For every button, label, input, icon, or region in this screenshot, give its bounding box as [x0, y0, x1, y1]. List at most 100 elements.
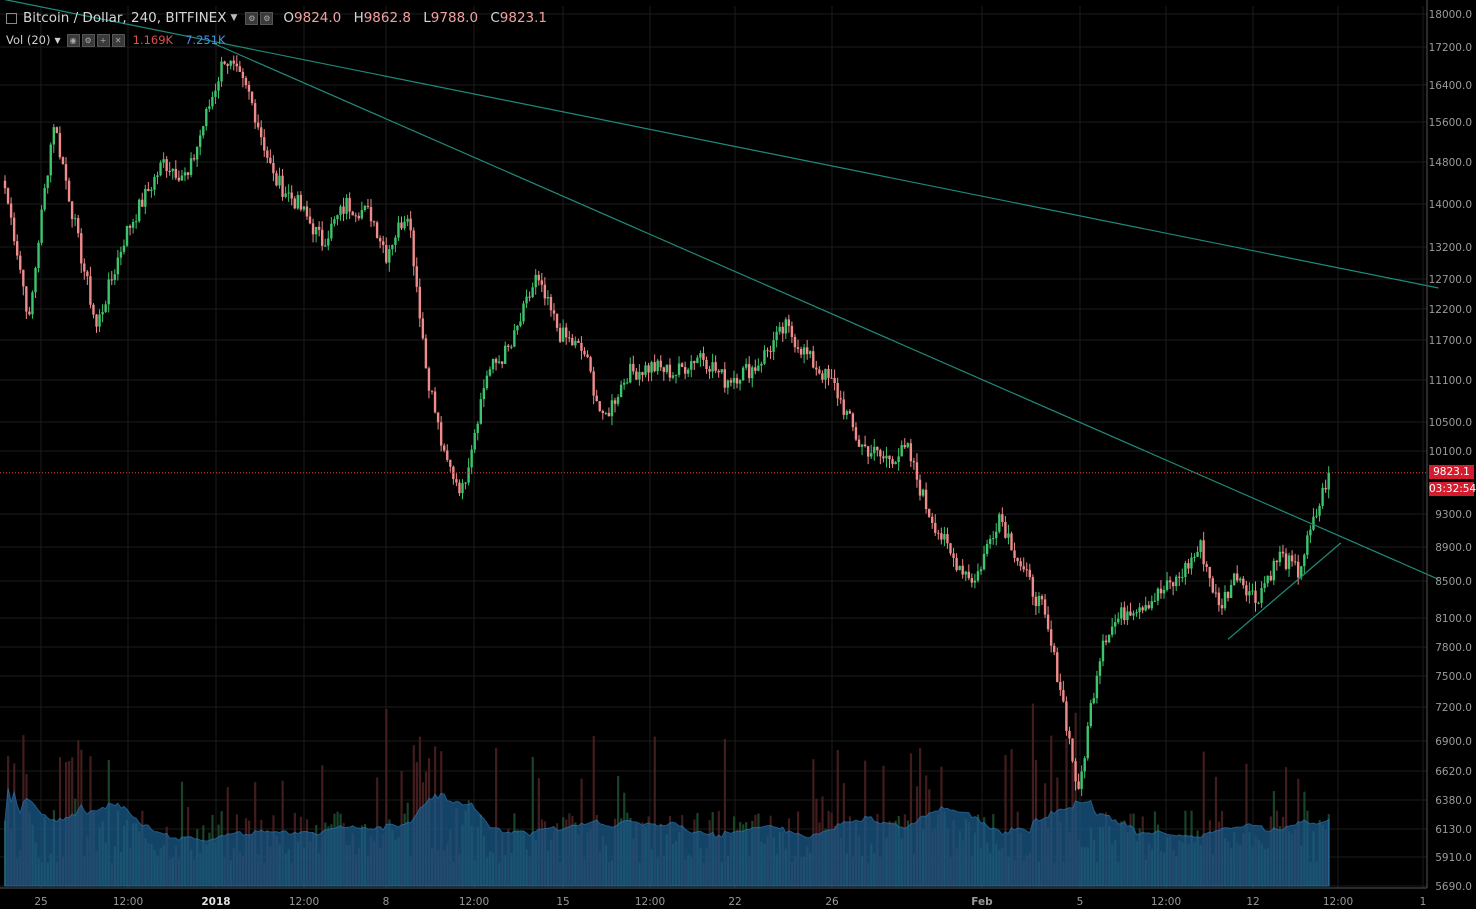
- symbol-title[interactable]: Bitcoin / Dollar, 240, BITFINEX: [23, 10, 227, 26]
- eye-icon[interactable]: ◉: [66, 33, 80, 47]
- candle-body: [461, 483, 464, 494]
- candle-body: [982, 553, 986, 570]
- candle-body: [375, 222, 379, 238]
- candle-body: [421, 318, 425, 339]
- settings-icon[interactable]: ⚙: [245, 11, 259, 25]
- candle-body: [985, 544, 989, 554]
- ohlc-readout: O9824.0 H9862.8 L9788.0 C9823.1: [283, 10, 555, 26]
- candle-body: [217, 81, 220, 91]
- candle-body: [824, 368, 827, 380]
- candle-body: [247, 84, 251, 92]
- candle-body: [397, 222, 400, 238]
- candle-body: [894, 462, 897, 465]
- y-tick-label: 14000.0: [1429, 199, 1472, 211]
- candle-body: [141, 199, 144, 207]
- candle-body: [138, 199, 141, 222]
- candle-body: [1229, 584, 1233, 598]
- candle-body: [467, 467, 470, 483]
- y-tick-label: 11100.0: [1429, 375, 1472, 387]
- candle-body: [741, 367, 745, 381]
- candle-body: [1171, 582, 1175, 587]
- settings-icon[interactable]: ⚙: [81, 33, 95, 47]
- candle-body: [1132, 613, 1135, 616]
- candle-body: [674, 374, 678, 376]
- candle-body: [1315, 515, 1318, 517]
- candle-body: [708, 368, 711, 372]
- chevron-down-icon[interactable]: ▼: [230, 13, 238, 23]
- candle-body: [3, 180, 7, 189]
- candle-body: [668, 364, 672, 378]
- x-tick-label: 12:00: [459, 896, 489, 908]
- candle-body: [818, 369, 821, 374]
- candle-body: [995, 531, 998, 539]
- gear-icon[interactable]: ⚙: [260, 11, 274, 25]
- candle-body: [1089, 703, 1092, 727]
- candle-body: [531, 287, 534, 298]
- add-icon[interactable]: +: [96, 33, 110, 47]
- candle-body: [1135, 612, 1138, 614]
- candle-body: [735, 378, 739, 384]
- candle-body: [333, 219, 336, 224]
- candle-body: [616, 397, 620, 404]
- volume-label[interactable]: Vol (20): [6, 33, 51, 47]
- candle-body: [220, 61, 223, 82]
- candle-body: [870, 453, 873, 457]
- candle-body: [1098, 661, 1102, 676]
- candle-body: [256, 122, 260, 128]
- candle-body: [650, 362, 653, 373]
- candle-body: [653, 362, 656, 372]
- candle-body: [424, 338, 428, 369]
- candle-body: [607, 412, 611, 417]
- symbol-header: Bitcoin / Dollar, 240, BITFINEX ▼ ⚙ ⚙ O9…: [0, 8, 555, 28]
- candle-body: [748, 364, 751, 379]
- x-tick-label: 12:00: [289, 896, 319, 908]
- candle-body: [705, 359, 708, 369]
- candle-body: [744, 364, 748, 368]
- chevron-down-icon[interactable]: ▼: [54, 35, 61, 45]
- candle-body: [168, 171, 171, 173]
- candle-body: [1114, 622, 1117, 627]
- candle-body: [842, 399, 845, 415]
- candle-body: [1129, 611, 1132, 616]
- y-tick-label: 7200.0: [1435, 702, 1472, 714]
- candle-body: [351, 211, 354, 216]
- candle-body: [253, 103, 257, 123]
- candle-body: [1260, 587, 1263, 603]
- close-icon[interactable]: ✕: [111, 33, 125, 47]
- candle-body: [144, 188, 147, 207]
- y-tick-label: 8100.0: [1435, 613, 1472, 625]
- y-tick-label: 14800.0: [1429, 157, 1472, 169]
- y-tick-label: 6900.0: [1435, 736, 1472, 748]
- candle-body: [638, 372, 641, 380]
- candle-body: [1104, 640, 1108, 643]
- candle-body: [19, 255, 22, 270]
- candle-body: [906, 443, 909, 448]
- candle-body: [988, 538, 992, 545]
- candle-body: [299, 194, 303, 210]
- candle-body: [876, 446, 879, 451]
- candle-body: [687, 369, 690, 374]
- candle-body: [354, 215, 357, 217]
- collapse-icon[interactable]: [6, 12, 17, 24]
- candle-body: [278, 175, 281, 186]
- y-tick-label: 15600.0: [1429, 117, 1472, 129]
- candle-body: [1141, 607, 1144, 611]
- candle-body: [635, 371, 638, 380]
- candle-body: [446, 450, 449, 460]
- candle-body: [211, 96, 214, 107]
- candle-body: [1196, 551, 1199, 557]
- candle-body: [1062, 689, 1065, 702]
- candle-body: [1272, 560, 1275, 581]
- candle-body: [260, 127, 263, 138]
- volume-bar: [1202, 751, 1205, 886]
- candle-body: [577, 340, 580, 343]
- candle-body: [9, 203, 13, 218]
- candle-body: [409, 218, 412, 231]
- candle-body: [1275, 560, 1279, 563]
- candle-body: [912, 461, 916, 463]
- candle-body: [836, 383, 839, 399]
- candle-body: [504, 345, 507, 364]
- candle-body: [979, 569, 983, 572]
- candle-body: [680, 363, 684, 368]
